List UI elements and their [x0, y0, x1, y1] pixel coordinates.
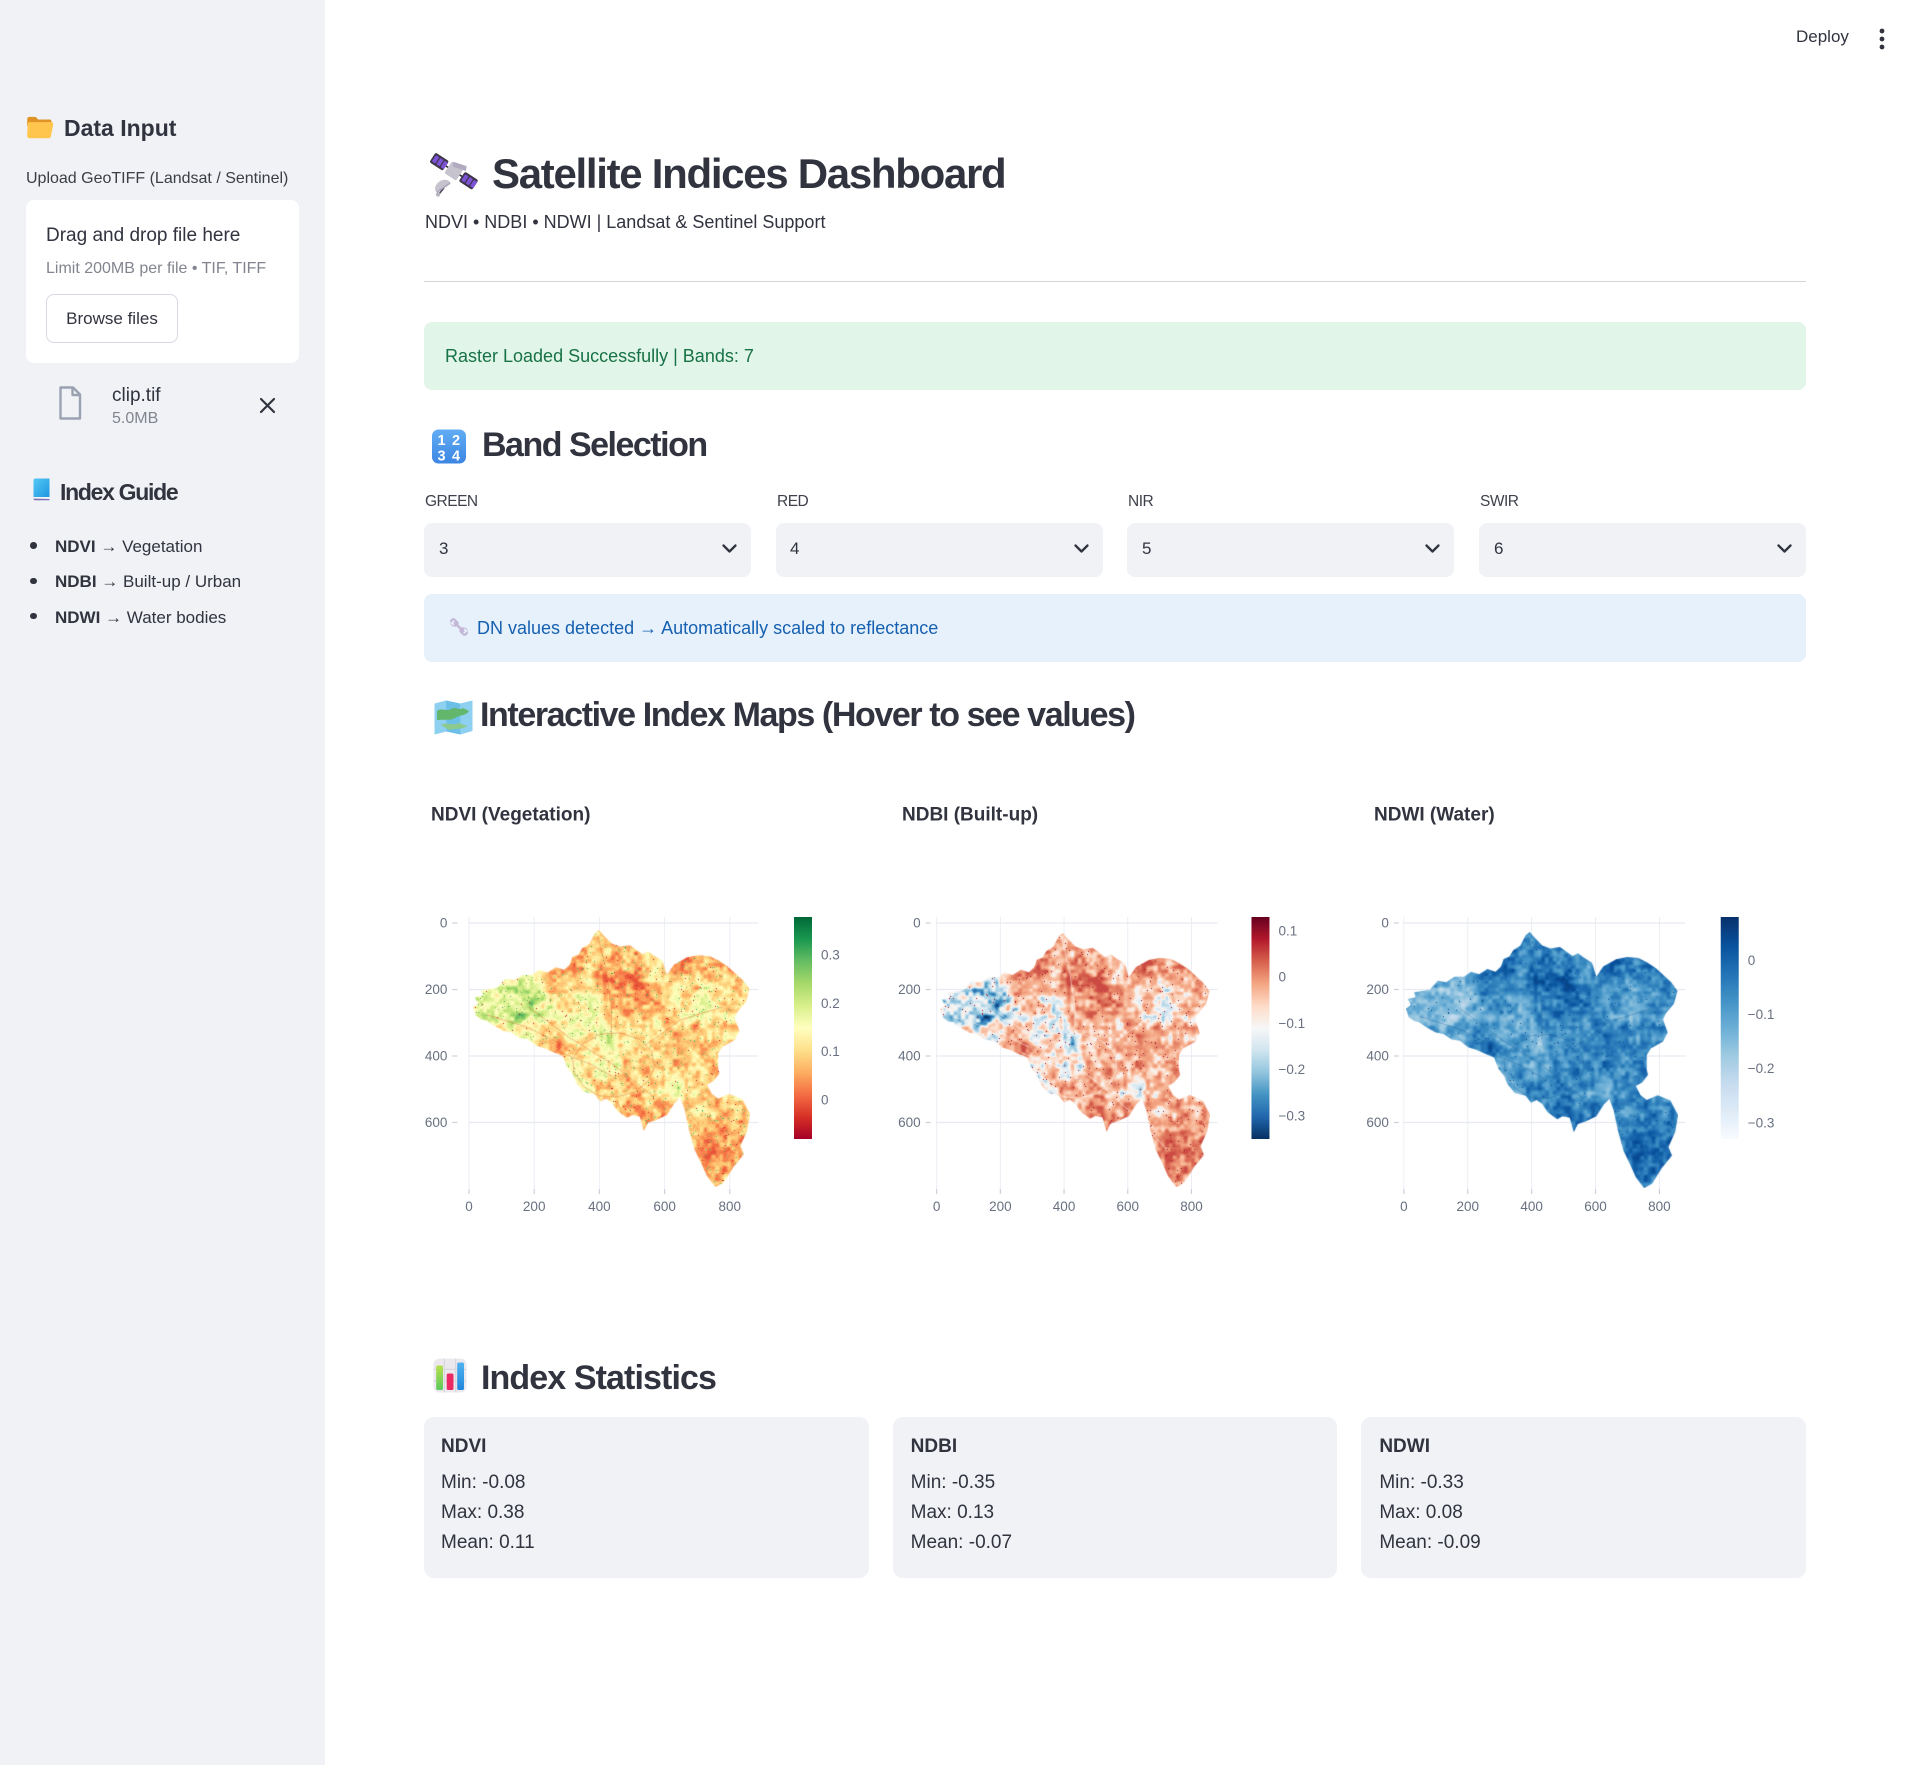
svg-text:800: 800	[719, 1199, 742, 1214]
svg-text:400: 400	[425, 1049, 448, 1064]
svg-text:NDVI (Vegetation): NDVI (Vegetation)	[431, 805, 590, 826]
svg-text:4: 4	[452, 449, 460, 465]
svg-text:200: 200	[1366, 982, 1389, 997]
svg-text:400: 400	[588, 1199, 611, 1214]
svg-text:200: 200	[898, 982, 921, 997]
svg-text:NDBI (Built-up): NDBI (Built-up)	[902, 805, 1038, 826]
svg-text:600: 600	[1117, 1199, 1140, 1214]
svg-text:800: 800	[1181, 1199, 1204, 1214]
svg-text:400: 400	[898, 1049, 921, 1064]
svg-text:2: 2	[452, 433, 460, 449]
svg-text:200: 200	[989, 1199, 1012, 1214]
svg-text:200: 200	[425, 982, 448, 997]
svg-text:600: 600	[425, 1115, 448, 1130]
svg-text:600: 600	[1366, 1115, 1389, 1130]
svg-text:1: 1	[437, 433, 445, 449]
svg-text:0: 0	[913, 916, 921, 931]
svg-text:200: 200	[1456, 1199, 1479, 1214]
svg-text:600: 600	[653, 1199, 676, 1214]
svg-text:0: 0	[1279, 970, 1287, 985]
svg-text:200: 200	[523, 1199, 546, 1214]
svg-text:800: 800	[1648, 1199, 1671, 1214]
svg-text:3: 3	[437, 449, 445, 465]
svg-text:−0.3: −0.3	[1279, 1108, 1306, 1123]
svg-text:−0.2: −0.2	[1279, 1062, 1306, 1077]
svg-text:−0.3: −0.3	[1747, 1115, 1774, 1130]
svg-text:0: 0	[1747, 953, 1755, 968]
svg-text:−0.2: −0.2	[1747, 1061, 1774, 1076]
svg-text:0.1: 0.1	[821, 1044, 840, 1059]
svg-text:0: 0	[440, 916, 448, 931]
svg-text:0: 0	[1381, 916, 1389, 931]
svg-text:−0.1: −0.1	[1747, 1007, 1774, 1022]
svg-text:600: 600	[1584, 1199, 1607, 1214]
svg-text:0.1: 0.1	[1279, 923, 1298, 938]
svg-text:400: 400	[1520, 1199, 1543, 1214]
svg-text:0.2: 0.2	[821, 996, 840, 1011]
svg-text:400: 400	[1366, 1049, 1389, 1064]
svg-text:0: 0	[933, 1199, 941, 1214]
svg-text:0: 0	[821, 1092, 829, 1107]
svg-text:400: 400	[1053, 1199, 1076, 1214]
svg-text:0: 0	[465, 1199, 473, 1214]
svg-text:−0.1: −0.1	[1279, 1016, 1306, 1031]
svg-text:NDWI (Water): NDWI (Water)	[1374, 805, 1495, 826]
svg-text:600: 600	[898, 1115, 921, 1130]
svg-text:0.3: 0.3	[821, 948, 840, 963]
svg-text:0: 0	[1400, 1199, 1408, 1214]
